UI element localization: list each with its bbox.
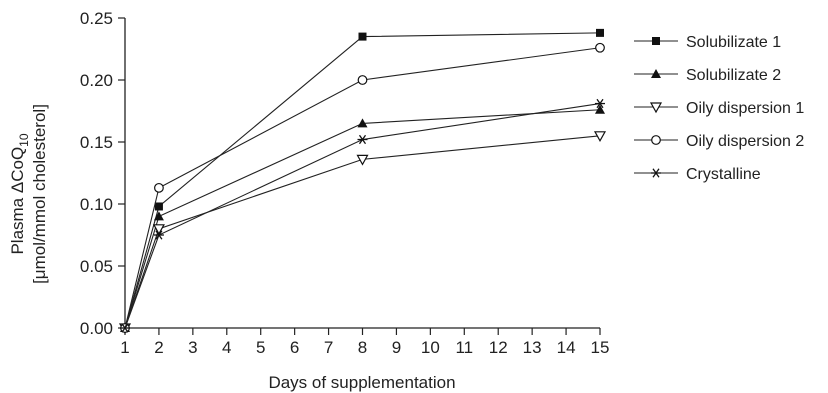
y-axis-title-line2: [μmol/mmol cholesterol] [30, 104, 49, 284]
y-tick-label: 0.25 [80, 9, 113, 28]
data-point-oily-dispersion-1 [356, 154, 369, 166]
x-tick-label: 12 [489, 338, 508, 357]
series-solubilizate-1 [121, 28, 604, 332]
series-layer [118, 28, 607, 335]
x-tick-label: 9 [392, 338, 401, 357]
legend-item-oily-dispersion-2: Oily dispersion 2 [634, 133, 804, 150]
x-tick-label: 7 [324, 338, 333, 357]
data-point-oily-dispersion-1 [152, 224, 165, 236]
x-tick-label: 2 [154, 338, 163, 357]
data-point-oily-dispersion-1 [593, 131, 607, 143]
legend-label: Oily dispersion 1 [686, 100, 804, 117]
series-line-oily-dispersion-2 [124, 47, 601, 329]
data-point-solubilizate-1 [596, 28, 604, 37]
y-axis-title-line1: Plasma ΔCoQ10 [8, 133, 31, 254]
data-point-solubilizate-2 [595, 104, 605, 114]
legend-marker-oily-dispersion-2 [651, 135, 661, 145]
legend-item-solubilizate-1: Solubilizate 1 [634, 34, 781, 51]
data-point-solubilizate-2 [357, 118, 368, 128]
legend: Solubilizate 1 Solubilizate 2 Oily dispers… [634, 34, 804, 183]
legend-marker-oily-dispersion-1 [649, 102, 663, 114]
legend-marker-crystalline [651, 168, 661, 178]
series-line-solubilizate-2 [124, 109, 601, 329]
data-point-solubilizate-1 [154, 202, 163, 211]
x-tick-label: 5 [256, 338, 265, 357]
y-tick-label: 0.00 [80, 319, 113, 338]
data-point-oily-dispersion-2 [154, 182, 164, 193]
y-tick-label: 0.05 [80, 257, 113, 276]
legend-item-solubilizate-2: Solubilizate 2 [634, 67, 781, 84]
series-crystalline [120, 98, 605, 333]
legend-item-oily-dispersion-1: Oily dispersion 1 [634, 100, 804, 117]
y-axis-title-subscript: 10 [17, 133, 31, 147]
legend-marker-solubilizate-2 [651, 69, 661, 78]
series-oily-dispersion-1 [118, 131, 607, 335]
x-tick-label: 13 [523, 338, 542, 357]
x-tick-label: 4 [222, 338, 231, 357]
x-tick-label: 6 [290, 338, 299, 357]
series-line-oily-dispersion-1 [124, 135, 601, 329]
data-point-solubilizate-1 [358, 32, 367, 41]
y-tick-label: 0.10 [80, 195, 113, 214]
data-point-crystalline [595, 98, 605, 109]
legend-marker-solubilizate-1 [652, 37, 660, 45]
y-tick-label: 0.20 [80, 71, 113, 90]
y-tick-label: 0.15 [80, 133, 113, 152]
x-axis-title: Days of supplementation [268, 373, 455, 392]
series-line-crystalline [124, 103, 601, 329]
data-point-crystalline [120, 323, 130, 333]
legend-label: Solubilizate 2 [686, 67, 781, 84]
x-tick-label: 1 [120, 338, 129, 357]
series-line-solubilizate-1 [124, 32, 601, 329]
series-oily-dispersion-2 [120, 42, 605, 333]
x-tick-label: 8 [358, 338, 367, 357]
legend-label: Crystalline [686, 166, 761, 183]
data-point-oily-dispersion-2 [357, 75, 368, 85]
data-point-crystalline [153, 230, 164, 240]
legend-item-crystalline: Crystalline [634, 166, 761, 183]
data-point-crystalline [357, 134, 368, 145]
x-tick-label: 3 [188, 338, 197, 357]
data-point-solubilizate-2 [153, 211, 164, 221]
x-tick-label: 15 [591, 338, 610, 357]
x-tick-label: 11 [455, 338, 473, 357]
x-tick-label: 14 [557, 338, 576, 357]
legend-label: Solubilizate 1 [686, 34, 781, 51]
y-axis-title-group: Plasma ΔCoQ10 [μmol/mmol cholesterol] [8, 104, 49, 284]
x-tick-label: 10 [421, 338, 440, 357]
data-point-oily-dispersion-2 [595, 42, 605, 53]
legend-label: Oily dispersion 2 [686, 133, 804, 150]
y-axis-title-main: Plasma ΔCoQ [8, 147, 27, 255]
x-ticks: 1 2 3 4 5 6 7 8 9 10 11 12 13 14 15 [120, 328, 609, 357]
axes [124, 18, 600, 329]
y-ticks: 0.00 0.05 0.10 0.15 0.20 0.25 [80, 9, 125, 338]
